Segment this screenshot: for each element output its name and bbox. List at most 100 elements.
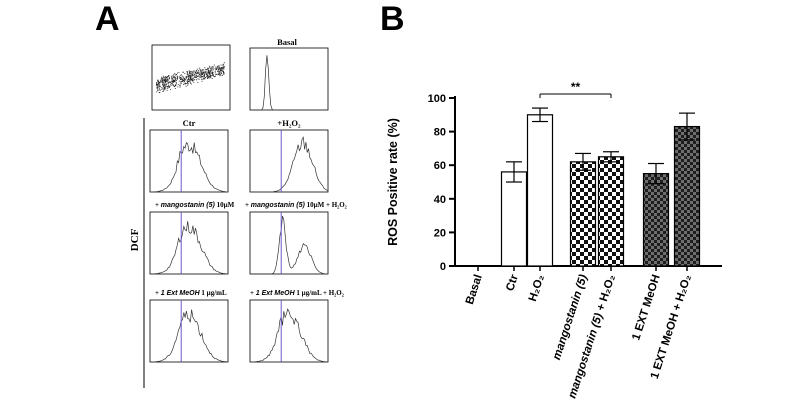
scatter-point: [170, 81, 172, 83]
scatter-point: [200, 72, 202, 74]
scatter-point: [165, 80, 167, 81]
scatter-point: [172, 77, 173, 79]
histogram-frame: [249, 211, 329, 275]
scatter-point: [212, 66, 214, 68]
y-tick-label: 100: [428, 93, 446, 105]
scatter-point: [167, 76, 168, 77]
scatter-point: [162, 87, 164, 89]
scatter-point: [208, 71, 210, 73]
scatter-point: [192, 73, 194, 75]
scatter-point: [172, 84, 174, 86]
scatter-point: [165, 79, 167, 81]
scatter-point: [193, 79, 195, 81]
scatter-point: [198, 72, 200, 74]
scatter-point: [184, 81, 185, 83]
scatter-point: [207, 67, 209, 69]
scatter-point: [203, 69, 205, 71]
scatter-point: [221, 67, 222, 69]
panel-b-letter: B: [380, 0, 405, 38]
x-category-label: Basal: [464, 273, 485, 306]
scatter-point: [157, 79, 159, 81]
scatter-point: [178, 72, 180, 73]
y-tick-label: 40: [434, 194, 446, 206]
scatter-point: [174, 76, 176, 78]
scatter-point: [201, 80, 203, 82]
histogram-6: [249, 299, 329, 363]
scatter-point: [186, 73, 188, 75]
scatter-point: [175, 78, 177, 80]
histogram-3: [149, 211, 229, 275]
scatter-point: [171, 79, 173, 81]
scatter-point: [158, 86, 160, 88]
scatter-point: [217, 71, 219, 72]
scatter-point: [184, 78, 185, 80]
scatter-point: [223, 73, 225, 75]
scatter-point: [220, 69, 222, 71]
scatter-point: [161, 76, 163, 78]
scatter-point: [190, 74, 192, 76]
scatter-point: [193, 72, 195, 74]
scatter-point: [189, 80, 191, 82]
scatter-point: [200, 76, 202, 78]
scatter-point: [202, 69, 203, 71]
scatter-point: [177, 78, 178, 79]
scatter-point: [212, 69, 214, 71]
scatter-point: [200, 71, 202, 73]
scatter-point: [184, 82, 186, 84]
scatter-point: [176, 80, 177, 82]
scatter-point: [171, 75, 172, 77]
scatter-point: [162, 83, 164, 85]
scatter-point: [163, 77, 165, 78]
scatter-point: [188, 70, 190, 72]
scatter-point: [190, 76, 192, 78]
scatter-point: [156, 84, 158, 86]
scatter-point: [156, 86, 158, 88]
scatter-point: [164, 80, 166, 82]
scatter-point: [167, 79, 169, 81]
scatter-point: [158, 92, 160, 93]
scatter-point: [176, 77, 178, 79]
scatter-point: [222, 64, 224, 66]
scatter-point: [212, 68, 214, 69]
scatter-point: [185, 77, 187, 79]
scatter-point: [189, 72, 191, 74]
scatter-point: [175, 76, 176, 78]
scatter-point: [165, 81, 166, 83]
bar: [597, 156, 625, 267]
scatter-point: [168, 87, 170, 89]
hist-5-suffix: 1 µg/mL: [201, 289, 227, 297]
scatter-point: [190, 73, 192, 75]
scatter-point: [169, 86, 171, 88]
scatter-point: [215, 66, 217, 68]
scatter-point: [184, 80, 186, 82]
scatter-point: [200, 70, 202, 72]
scatter-point: [182, 81, 183, 82]
scatter-point: [165, 76, 167, 77]
scatter-point: [172, 83, 174, 85]
hist-4-suffix: 10µM + H₂O₂: [307, 201, 347, 209]
histogram-5: [149, 299, 229, 363]
y-axis-label: ROS Positive rate (%): [386, 118, 400, 246]
scatter-point: [164, 87, 166, 89]
scatter-point: [192, 75, 194, 77]
scatter-point: [187, 74, 189, 75]
scatter-point: [205, 72, 206, 73]
scatter-point: [179, 78, 181, 79]
scatter-point: [194, 72, 196, 74]
scatter-point: [212, 69, 214, 71]
scatter-point: [191, 73, 193, 75]
x-category-label: H₂O₂: [527, 273, 547, 303]
scatter-point: [221, 67, 223, 68]
scatter-point: [175, 85, 177, 87]
scatter-point: [198, 74, 200, 75]
scatter-point: [223, 72, 225, 73]
scatter-point: [186, 72, 188, 74]
scatter-point: [159, 85, 161, 87]
scatter-point: [159, 85, 161, 87]
scatter-point: [179, 75, 181, 77]
scatter-point: [159, 89, 161, 91]
scatter-point: [216, 69, 217, 70]
scatter-point: [201, 74, 203, 76]
scatter-point: [222, 68, 223, 69]
histogram-frame: [149, 211, 229, 275]
